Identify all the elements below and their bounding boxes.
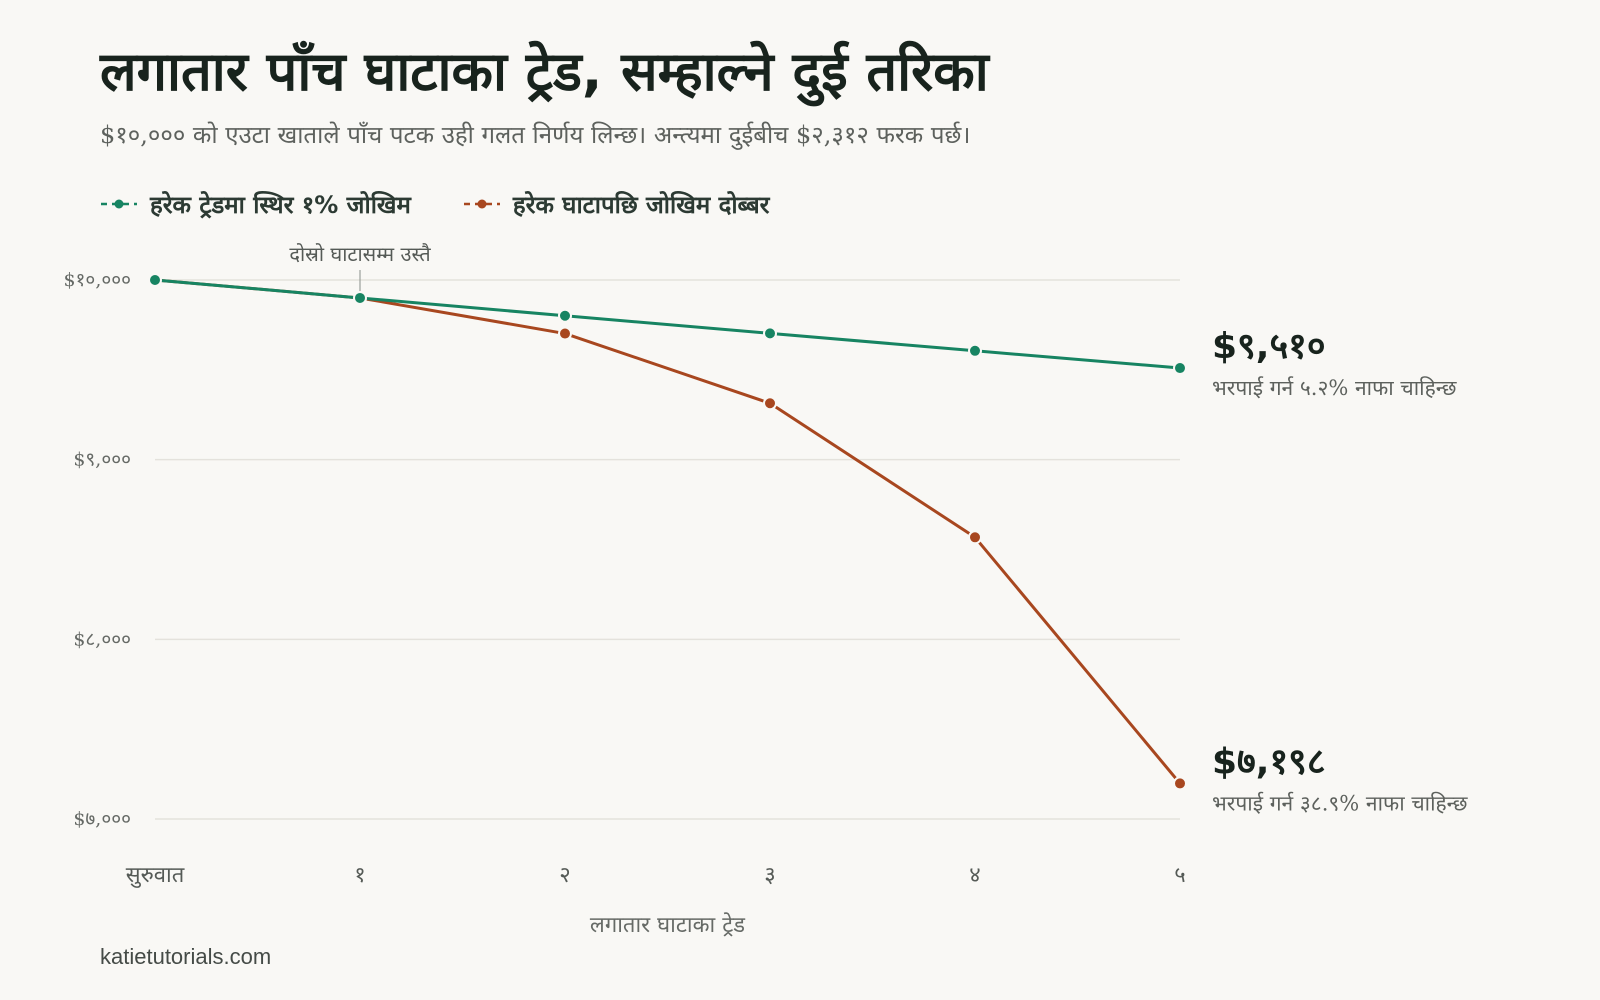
series-layer [148,273,1187,791]
legend-item-doubling-risk: हरेक घाटापछि जोखिम दोब्बर [463,188,770,221]
x-axis-ticks: सुरुवात १ २ ३ ४ ५ [126,863,1186,888]
annotations: दोस्रो घाटासम्म उस्तै [289,242,431,292]
x-tick-label: २ [559,863,570,888]
end-note-label-1: भरपाई गर्न ३८.९% नाफा चाहिन्छ [1212,791,1469,815]
y-tick-label: $९,००० [73,449,131,471]
x-tick-label: ५ [1174,863,1185,888]
x-tick-label: सुरुवात [126,863,185,888]
data-point [1173,361,1187,376]
source-credit: katietutorials.com [100,944,272,969]
end-labels: $९,५१० भरपाई गर्न ५.२% नाफा चाहिन्छ $७,१९८… [1212,326,1469,815]
x-tick-label: ३ [764,863,775,888]
end-value-label-0: $९,५१० [1212,326,1326,367]
annotation-text: दोस्रो घाटासम्म उस्तै [289,242,431,266]
x-tick-label: १ [354,863,365,888]
legend-item-constant-risk: हरेक ट्रेडमा स्थिर १% जोखिम [100,188,411,221]
data-point [763,326,777,341]
legend-swatch-doubling-risk [463,199,500,209]
end-value-label-1: $७,१९८ [1212,741,1326,782]
series-line-0 [153,278,1182,370]
chart-title: लगातार पाँच घाटाका ट्रेड, सम्हाल्ने दुई … [100,40,989,103]
data-point [1173,776,1187,791]
x-axis-title: लगातार घाटाका ट्रेड [590,912,745,938]
y-tick-label: $७,००० [73,808,131,830]
data-point [148,273,162,287]
data-point [763,396,777,411]
legend-swatch-constant-risk [101,199,137,209]
chart-subtitle: $१०,००० को एउटा खाताले पाँच पटक उही गलत … [100,121,971,149]
data-point [968,343,982,358]
end-note-label-0: भरपाई गर्न ५.२% नाफा चाहिन्छ [1212,376,1458,400]
data-point [558,308,572,323]
legend-label-constant-risk: हरेक ट्रेडमा स्थिर १% जोखिम [150,190,411,219]
grid-lines [155,279,1180,820]
legend: हरेक ट्रेडमा स्थिर १% जोखिम हरेक घाटापछि… [100,184,770,224]
legend-label-doubling-risk: हरेक घाटापछि जोखिम दोब्बर [512,190,770,219]
y-axis-ticks: $१०,००० $९,००० $८,००० $७,००० [63,269,131,830]
y-tick-label: $१०,००० [63,269,131,291]
data-point [353,290,367,305]
y-tick-label: $८,००० [73,628,131,650]
data-point [968,530,982,545]
data-point [558,326,572,341]
x-tick-label: ४ [969,863,980,888]
